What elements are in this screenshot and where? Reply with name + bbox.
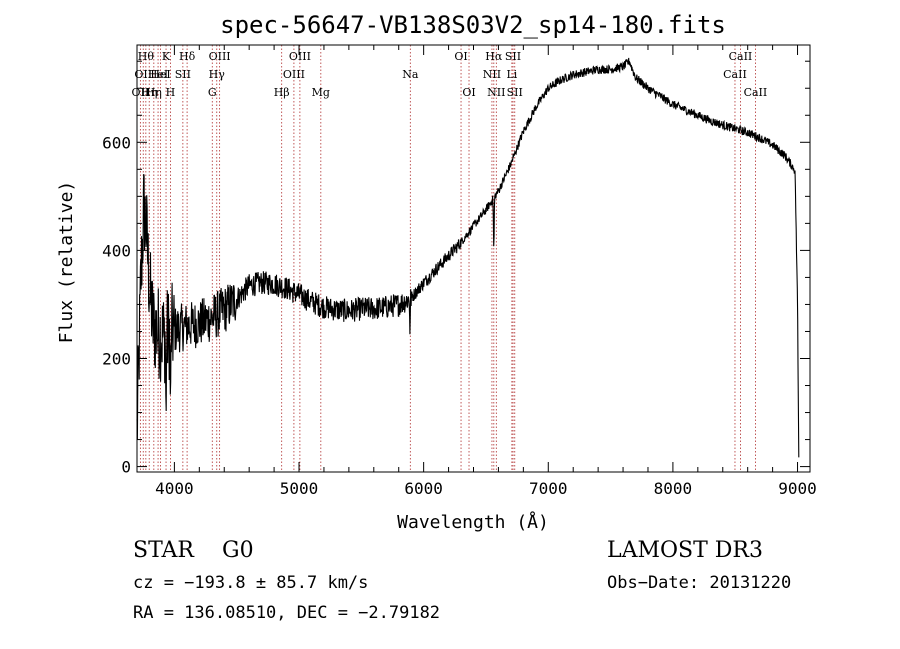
line-marker-label-6: HeI xyxy=(150,68,170,81)
x-tick-label-1: 5000 xyxy=(280,479,319,498)
line-marker-label-28: CaII xyxy=(729,50,753,63)
line-marker-label-5: HeI xyxy=(148,68,168,81)
y-tick-label-2: 400 xyxy=(102,241,131,260)
y-axis-ticks: 0 200 400 600 xyxy=(102,60,810,477)
line-marker-label-26: SII xyxy=(507,86,523,99)
line-marker-label-21: NII xyxy=(483,68,501,81)
line-marker-label-20: OI xyxy=(462,86,475,99)
spectrum-line xyxy=(136,57,800,458)
plot-frame xyxy=(136,44,811,473)
line-marker-label-29: CaII xyxy=(744,86,768,99)
x-tick-label-2: 6000 xyxy=(404,479,443,498)
y-tick-label-3: 600 xyxy=(102,133,131,152)
line-markers xyxy=(139,45,756,472)
line-marker-label-17: Mg xyxy=(312,86,330,99)
line-marker-label-9: SII xyxy=(175,68,191,81)
object-class: STAR G0 xyxy=(133,538,254,563)
line-marker-labels: OIIOIIHθHηHηHeIHeIKHSIIHδGHγOIIIHβOIIIOI… xyxy=(132,50,768,99)
chart-title: spec-56647-VB138S03V2_sp14-180.fits xyxy=(220,11,726,39)
line-marker-label-15: OIII xyxy=(283,68,305,81)
x-tick-label-4: 8000 xyxy=(654,479,693,498)
line-marker-label-14: Hβ xyxy=(274,86,290,99)
line-marker-label-7: K xyxy=(162,50,171,63)
line-marker-label-4: Hη xyxy=(146,86,162,99)
line-marker-label-18: Na xyxy=(402,68,419,81)
line-marker-label-13: OIII xyxy=(209,50,231,63)
line-marker-label-22: Hα xyxy=(485,50,503,63)
line-marker-label-8: H xyxy=(166,86,176,99)
line-marker-label-19: OI xyxy=(454,50,467,63)
line-marker-label-27: CaII xyxy=(723,68,747,81)
x-axis-ticks: 4000 5000 6000 7000 8000 9000 xyxy=(155,45,817,498)
line-marker-label-1: OII xyxy=(134,68,152,81)
obs-date: Obs−Date: 20131220 xyxy=(607,573,792,593)
x-tick-label-3: 7000 xyxy=(529,479,568,498)
line-marker-label-11: G xyxy=(208,86,217,99)
x-tick-label-0: 4000 xyxy=(155,479,194,498)
line-marker-label-3: Hη xyxy=(141,86,157,99)
y-tick-label-0: 0 xyxy=(121,458,131,477)
line-marker-label-10: Hδ xyxy=(179,50,196,63)
coordinates: RA = 136.08510, DEC = −2.79182 xyxy=(133,603,441,623)
subclass-label: G0 xyxy=(222,538,254,563)
y-axis-label: Flux (relative) xyxy=(56,181,77,344)
redshift-readout: cz = −193.8 ± 85.7 km/s xyxy=(133,573,369,593)
line-marker-label-2: Hθ xyxy=(138,50,155,63)
line-marker-label-24: Li xyxy=(506,68,517,81)
survey-label: LAMOST DR3 xyxy=(607,538,763,563)
line-marker-label-12: Hγ xyxy=(209,68,226,81)
y-tick-label-1: 200 xyxy=(102,349,131,368)
x-axis-label: Wavelength (Å) xyxy=(397,511,549,533)
line-marker-label-23: NII xyxy=(487,86,505,99)
line-marker-label-0: OII xyxy=(132,86,150,99)
class-label: STAR xyxy=(133,538,194,563)
x-tick-label-5: 9000 xyxy=(778,479,817,498)
line-marker-label-16: OIII xyxy=(289,50,311,63)
line-marker-label-25: SII xyxy=(505,50,521,63)
